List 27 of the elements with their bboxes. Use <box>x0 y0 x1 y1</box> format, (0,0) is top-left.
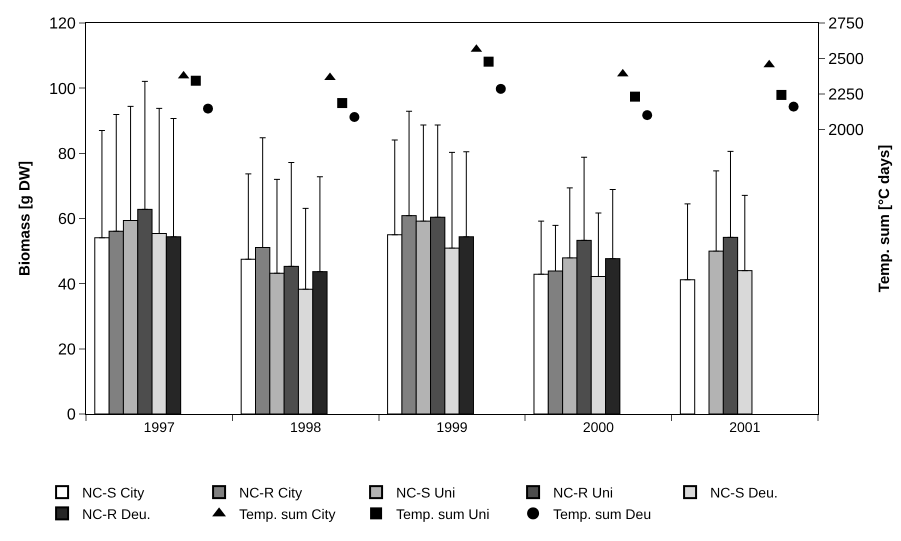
x-tick-label: 2001 <box>729 418 761 435</box>
legend-label: NC-S Deu. <box>710 484 778 501</box>
y2-tick-label: 2000 <box>828 122 864 140</box>
y-tick-label: 40 <box>58 276 76 294</box>
y2-tick-label: 2250 <box>828 86 864 104</box>
legend-label: Temp. sum City <box>239 506 336 522</box>
legend-label: NC-R Deu. <box>82 506 151 522</box>
legend-label: NC-S City <box>82 484 144 501</box>
x-tick-label: 2000 <box>582 418 614 435</box>
y-tick-label: 20 <box>58 341 76 358</box>
y-tick-label: 60 <box>58 211 76 228</box>
y-tick-label: 120 <box>49 16 76 33</box>
legend-label: NC-R City <box>239 484 302 501</box>
y2-axis-title: Temp. sum [°C days] <box>876 144 893 292</box>
legend-label: Temp. sum Uni <box>396 506 490 522</box>
y-tick-label: 100 <box>49 80 76 98</box>
x-tick-label: 1997 <box>144 418 175 435</box>
y-tick-label: 80 <box>58 146 76 163</box>
x-tick-label: 1998 <box>290 418 322 435</box>
legend-label: Temp. sum Deu <box>553 506 652 522</box>
y2-tick-label: 2750 <box>828 16 864 33</box>
y2-tick-label: 2500 <box>828 51 864 68</box>
legend-label: NC-R Uni <box>553 484 613 501</box>
y-axis-title: Biomass [g DW] <box>16 160 34 276</box>
x-tick-label: 1999 <box>436 418 468 435</box>
y-tick-label: 0 <box>66 406 76 424</box>
legend-label: NC-S Uni <box>396 484 456 501</box>
